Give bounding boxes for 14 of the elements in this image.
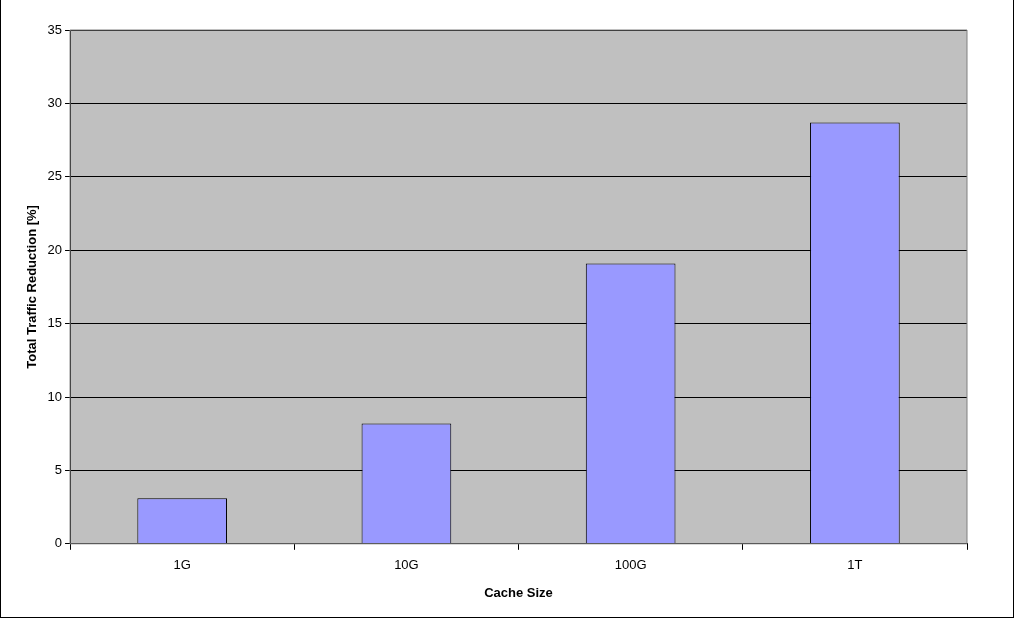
x-axis-title: Cache Size — [484, 584, 553, 600]
y-tick-label: 35 — [47, 21, 63, 37]
x-tick-label: 1G — [173, 557, 191, 573]
y-tick-label: 25 — [47, 168, 63, 184]
y-tick-label: 20 — [47, 241, 63, 257]
x-tick-label: 10G — [394, 557, 419, 573]
x-tick-label: 100G — [614, 557, 647, 573]
y-axis-title: Total Traffic Reduction [%] — [24, 205, 40, 369]
y-tick-label: 30 — [47, 94, 63, 110]
y-tick-label: 15 — [47, 315, 63, 331]
y-tick-label: 0 — [54, 535, 63, 551]
y-tick-label: 5 — [54, 461, 63, 477]
x-tick-label: 1T — [847, 557, 863, 573]
y-tick-label: 10 — [47, 388, 63, 404]
